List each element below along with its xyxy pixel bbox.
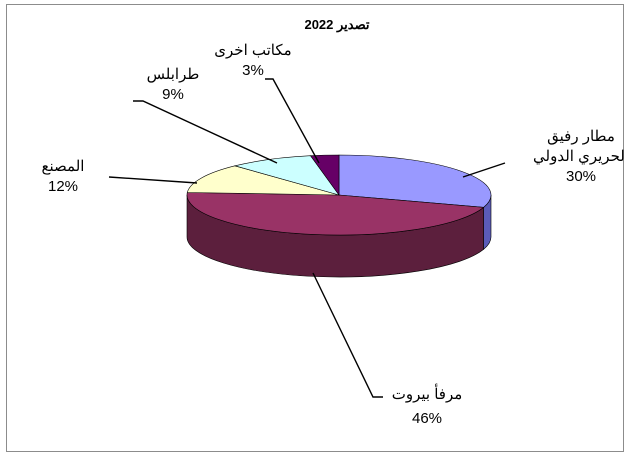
leader-line-3 [133,100,278,164]
leader-line-1 [312,272,383,398]
pie-slices [186,154,492,278]
slice-name-4: مكاتب اخرى [214,42,291,59]
chart-title: تصدير 2022 [304,17,369,33]
slice-name-2: المصنع [42,158,85,175]
leader-line-4 [265,78,320,164]
leader-lines [108,78,506,398]
pie-chart: تصدير 2022 مطار رفيق الحريري الدولي 30% مرف… [42,17,625,427]
slice-1 [186,192,485,236]
slice-percent-0: 30% [566,168,596,185]
slice-name-1: مرفأ بيروت [392,384,463,403]
slice-percent-2: 12% [48,178,78,195]
slice-4 [309,154,340,196]
slice-name-0: الحريري الدولي [533,148,625,165]
slice-name-3: طرابلس [147,66,200,83]
slice-0 [338,154,492,208]
slice-percent-4: 3% [242,62,264,79]
slice-2 [186,165,340,196]
slice-name-0: مطار رفيق [547,128,615,145]
slice-labels: مطار رفيق الحريري الدولي 30% مرفأ بيروت 46% ا… [42,42,625,427]
slice-percent-1: 46% [412,410,442,427]
leader-line-0 [462,162,506,178]
leader-line-2 [108,176,198,184]
slice-percent-3: 9% [162,86,184,103]
chart-area: تصدير 2022 مطار رفيق الحريري الدولي 30% مرف… [6,4,625,452]
